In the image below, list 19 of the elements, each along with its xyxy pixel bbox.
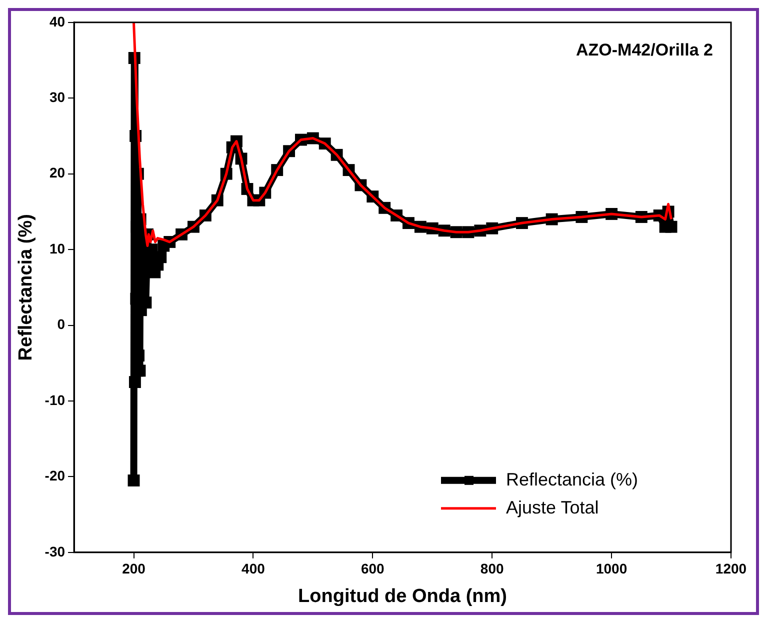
y-tick-label: -10	[44, 392, 66, 408]
x-tick-label: 1200	[715, 560, 747, 577]
legend-label: Ajuste Total	[506, 497, 599, 518]
y-tick-label: 20	[49, 164, 66, 181]
x-tick-label: 200	[122, 560, 146, 577]
x-tick-label: 600	[360, 560, 385, 577]
x-tick-label: 1000	[596, 560, 628, 577]
x-axis-title: Longitud de Onda (nm)	[298, 586, 507, 607]
x-tick-label: 400	[242, 560, 266, 577]
x-tick-label: 800	[480, 560, 504, 577]
y-tick-label: 40	[49, 13, 66, 30]
y-tick-label: 10	[49, 240, 66, 256]
y-tick-label: -30	[44, 543, 66, 560]
y-tick-label: 0	[57, 316, 66, 332]
y-tick-label: 30	[49, 88, 66, 105]
y-tick-label: -20	[44, 468, 66, 484]
legend-label: Reflectancia (%)	[506, 469, 638, 490]
y-axis-title: Reflectancia (%)	[16, 214, 37, 361]
text: AZO-M42/Orilla 2	[576, 40, 713, 60]
